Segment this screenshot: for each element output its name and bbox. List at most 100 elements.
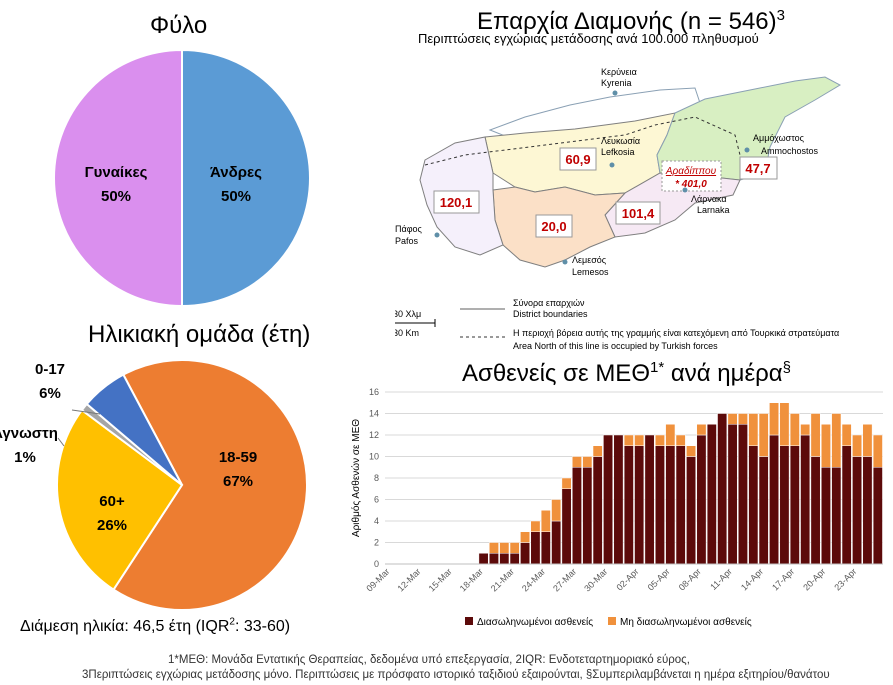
rate-lemesos: 20,0 bbox=[541, 219, 566, 234]
bar-1-41 bbox=[810, 413, 821, 457]
legend-occupied-gr: Η περιοχή βόρεια αυτής της γραμμής είναι… bbox=[513, 328, 839, 338]
bar-1-37 bbox=[769, 402, 779, 436]
pie-label-0: Άνδρες bbox=[210, 164, 262, 181]
bar-1-11 bbox=[499, 542, 510, 554]
icu-bar-chart: 0 2 4 6 8 10 12 14 16 09-Mar 12-Mar 15-Mar 18-Mar 21-… bbox=[350, 387, 883, 628]
bar-1-19 bbox=[582, 456, 593, 468]
x-tick-label-11: 11-Apr bbox=[708, 566, 734, 592]
sex-chart-title: Φύλο bbox=[150, 12, 208, 39]
bar-0-30 bbox=[696, 434, 707, 565]
x-tick-label-6: 27-Mar bbox=[551, 566, 578, 593]
legend-boundaries-en: District boundaries bbox=[513, 309, 588, 319]
bar-0-10 bbox=[489, 553, 499, 565]
age-label-1: 60+ bbox=[99, 493, 125, 510]
bar-1-34 bbox=[738, 413, 748, 425]
bar-1-27 bbox=[665, 424, 676, 446]
legend-swatch-non-intubated bbox=[608, 617, 616, 625]
bar-0-12 bbox=[509, 553, 520, 565]
bar-0-9 bbox=[478, 553, 489, 565]
bar-1-29 bbox=[686, 445, 696, 457]
y-tick-label-3: 6 bbox=[374, 495, 379, 505]
legend-non-intubated: Μη διασωληνωμένοι ασθενείς bbox=[620, 616, 752, 628]
bar-1-28 bbox=[675, 434, 686, 446]
label-kyrenia-gr: Κερύνεια bbox=[601, 67, 637, 77]
bar-1-18 bbox=[572, 456, 582, 468]
label-lefkosia-en: Lefkosia bbox=[601, 147, 635, 157]
y-tick-label-1: 2 bbox=[374, 538, 379, 548]
bar-0-20 bbox=[592, 456, 603, 565]
y-tick-label-0: 0 bbox=[374, 559, 379, 569]
icu-y-axis-label: Αριθμός Ασθενών σε ΜΕΘ bbox=[350, 419, 362, 537]
bar-0-19 bbox=[582, 467, 593, 565]
bar-1-33 bbox=[727, 413, 738, 425]
age-pie-chart: 18-59 67% 60+ 26% Άγνωστη 1% 0-17 6% bbox=[0, 359, 308, 611]
bar-0-35 bbox=[748, 445, 759, 565]
bar-0-27 bbox=[665, 445, 676, 565]
x-tick-label-5: 24-Mar bbox=[520, 566, 547, 593]
x-tick-label-0: 09-Mar bbox=[364, 566, 391, 593]
aradippou-rate: * 401,0 bbox=[675, 179, 707, 190]
x-tick-label-9: 05-Apr bbox=[646, 566, 672, 592]
bar-1-10 bbox=[489, 542, 499, 554]
age-label-0: 18-59 bbox=[219, 449, 257, 466]
sex-pie-chart: Άνδρες 50% Γυναίκες 50% bbox=[53, 48, 311, 308]
x-tick-label-8: 02-Apr bbox=[614, 566, 640, 592]
bar-0-22 bbox=[613, 434, 624, 565]
x-tick-label-1: 12-Mar bbox=[395, 566, 422, 593]
bar-0-46 bbox=[862, 456, 873, 565]
cyprus-map: 60,9 47,7 101,4 20,0 120,1 Αραδίππου * 4… bbox=[395, 67, 842, 351]
bar-0-40 bbox=[800, 434, 811, 565]
bar-1-44 bbox=[841, 424, 852, 446]
map-subtitle: Περιπτώσεις εγχώριας μετάδοσης ανά 100.0… bbox=[418, 31, 759, 46]
label-ammochostos-en: Ammochostos bbox=[761, 146, 819, 156]
x-tick-label-3: 18-Mar bbox=[458, 566, 485, 593]
bar-1-26 bbox=[655, 434, 665, 446]
bar-0-45 bbox=[852, 456, 862, 565]
label-lemesos-gr: Λεμεσός bbox=[572, 255, 607, 265]
bar-0-44 bbox=[841, 445, 852, 565]
bar-0-14 bbox=[530, 531, 541, 565]
rate-ammochostos: 47,7 bbox=[745, 161, 770, 176]
age-pct-1: 26% bbox=[97, 517, 127, 534]
bar-1-16 bbox=[551, 499, 562, 522]
footnote-line-1: 1*ΜΕΘ: Μονάδα Εντατικής Θεραπείας, δεδομ… bbox=[168, 654, 690, 666]
label-larnaka-en: Larnaka bbox=[697, 205, 730, 215]
bar-0-34 bbox=[738, 424, 748, 565]
bar-1-12 bbox=[509, 542, 520, 554]
bar-0-38 bbox=[779, 445, 790, 565]
age-pct-2: 1% bbox=[14, 449, 36, 466]
y-tick-label-7: 14 bbox=[369, 409, 379, 419]
age-pct-0: 67% bbox=[223, 473, 253, 490]
scale-gr: 30 Χλμ bbox=[395, 309, 421, 319]
bar-0-36 bbox=[758, 456, 769, 565]
x-tick-label-10: 08-Apr bbox=[677, 566, 703, 592]
label-lemesos-en: Lemesos bbox=[572, 267, 609, 277]
bar-1-15 bbox=[540, 510, 551, 532]
bar-0-13 bbox=[520, 542, 530, 565]
y-tick-label-4: 8 bbox=[374, 473, 379, 483]
age-slice-0 bbox=[112, 359, 308, 611]
bar-1-47 bbox=[872, 434, 883, 468]
label-larnaka-gr: Λάρνακα bbox=[691, 194, 727, 204]
bar-0-32 bbox=[717, 413, 728, 565]
x-tick-label-13: 17-Apr bbox=[770, 566, 796, 592]
y-tick-label-5: 10 bbox=[369, 452, 379, 462]
label-kyrenia-en: Kyrenia bbox=[601, 78, 632, 88]
bar-0-21 bbox=[603, 434, 613, 565]
bar-0-43 bbox=[831, 467, 842, 565]
age-pct-3: 6% bbox=[39, 385, 61, 402]
bar-1-45 bbox=[852, 434, 862, 457]
bar-1-17 bbox=[561, 477, 572, 489]
legend-swatch-intubated bbox=[465, 617, 473, 625]
bar-0-11 bbox=[499, 553, 510, 565]
rate-lefkosia: 60,9 bbox=[565, 152, 590, 167]
bar-0-41 bbox=[810, 456, 821, 565]
bar-1-36 bbox=[758, 413, 769, 457]
x-tick-label-15: 23-Apr bbox=[832, 566, 858, 592]
bar-0-42 bbox=[821, 467, 831, 565]
bar-0-15 bbox=[540, 531, 551, 565]
legend-occupied-en: Area North of this line is occupied by T… bbox=[513, 341, 718, 351]
age-slice-3 bbox=[85, 373, 183, 486]
bar-0-29 bbox=[686, 456, 696, 565]
leader-line-0-17 bbox=[71, 409, 101, 415]
